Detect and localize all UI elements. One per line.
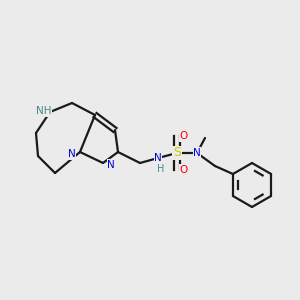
Text: N: N [193,148,201,158]
Text: H: H [157,164,165,174]
Text: O: O [180,131,188,141]
Text: N: N [154,153,162,163]
Text: S: S [173,146,181,160]
Text: O: O [180,165,188,175]
Text: N: N [107,160,115,170]
Text: NH: NH [36,106,52,116]
Text: N: N [68,149,76,159]
